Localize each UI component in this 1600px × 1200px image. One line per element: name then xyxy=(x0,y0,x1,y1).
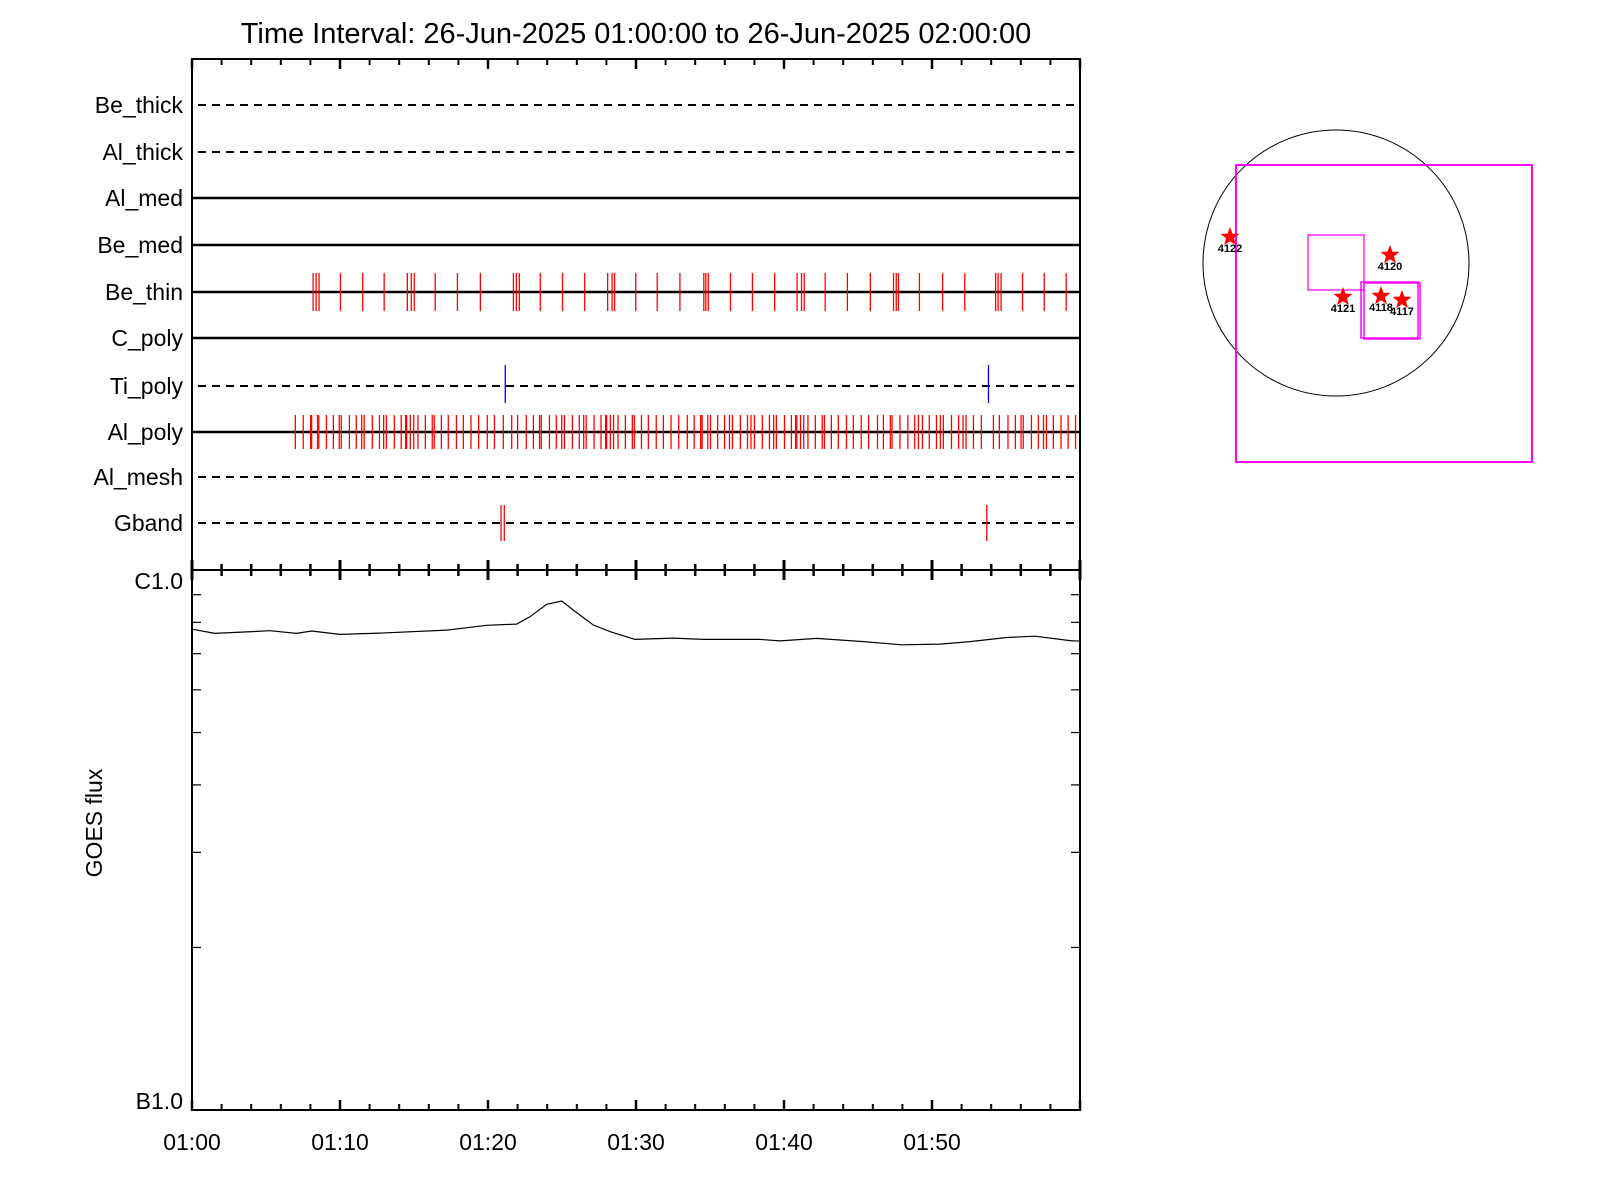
row-label: Ti_poly xyxy=(110,373,184,399)
row-al-mesh: Al_mesh xyxy=(94,464,1076,490)
active-region-4121: 4121 xyxy=(1331,287,1355,315)
region-label: 4122 xyxy=(1218,243,1242,255)
row-c-poly: C_poly xyxy=(111,325,1080,351)
row-gband: Gband xyxy=(114,505,1076,541)
row-label: Al_mesh xyxy=(94,464,183,490)
x-tick-label: 01:50 xyxy=(903,1129,961,1155)
row-al-med: Al_med xyxy=(105,185,1080,211)
active-region-4122: 4122 xyxy=(1218,227,1242,255)
x-tick-labels: 01:00 01:10 01:20 01:30 01:40 01:50 xyxy=(163,1129,961,1155)
star-icon xyxy=(1333,287,1353,306)
row-label: Be_med xyxy=(97,232,183,258)
event-panel: Be_thick Al_thick Al_med Be_med Be_thin C_pol… xyxy=(94,58,1082,580)
row-al-poly: Al_poly xyxy=(108,415,1080,449)
x-tick-label: 01:10 xyxy=(311,1129,369,1155)
y-axis-label: GOES flux xyxy=(81,768,107,877)
fov-box xyxy=(1307,234,1365,291)
star-icon xyxy=(1220,227,1240,246)
row-label: Gband xyxy=(114,510,183,536)
goes-flux-line xyxy=(191,600,1081,646)
row-be-med: Be_med xyxy=(97,232,1080,258)
solar-limb xyxy=(1202,129,1470,397)
y-tick-label-b1: B1.0 xyxy=(136,1088,183,1114)
goes-panel xyxy=(190,569,1082,1111)
region-label: 4118 xyxy=(1369,302,1393,314)
row-label: Al_med xyxy=(105,185,183,211)
row-ti-poly: Ti_poly xyxy=(110,365,1076,403)
event-panel-frame xyxy=(191,58,1081,571)
fov-box xyxy=(1360,281,1419,339)
active-region-4118: 4118 xyxy=(1369,286,1393,314)
goes-panel-frame xyxy=(191,569,1081,1111)
chart-title: Time Interval: 26-Jun-2025 01:00:00 to 2… xyxy=(241,18,1032,50)
row-label: Be_thick xyxy=(95,92,184,118)
region-label: 4117 xyxy=(1390,306,1414,318)
region-label: 4121 xyxy=(1331,303,1355,315)
x-tick-label: 01:20 xyxy=(459,1129,517,1155)
active-region-4120: 4120 xyxy=(1378,245,1402,273)
region-label: 4120 xyxy=(1378,261,1402,273)
fov-box xyxy=(1235,164,1533,463)
row-al-thick: Al_thick xyxy=(102,139,1076,165)
row-label: Al_poly xyxy=(108,419,184,445)
star-icon xyxy=(1392,290,1412,309)
row-label: Al_thick xyxy=(102,139,183,165)
fov-box xyxy=(1363,282,1421,340)
row-label: C_poly xyxy=(111,325,183,351)
star-icon xyxy=(1371,286,1391,305)
row-be-thin: Be_thin xyxy=(105,273,1080,311)
star-icon xyxy=(1380,245,1400,264)
y-tick-label-c1: C1.0 xyxy=(134,568,183,594)
row-be-thick: Be_thick xyxy=(95,92,1076,118)
x-tick-label: 01:30 xyxy=(607,1129,665,1155)
x-tick-label: 01:40 xyxy=(755,1129,813,1155)
row-label: Be_thin xyxy=(105,279,183,305)
x-tick-label: 01:00 xyxy=(163,1129,221,1155)
active-region-4117: 4117 xyxy=(1390,290,1414,318)
